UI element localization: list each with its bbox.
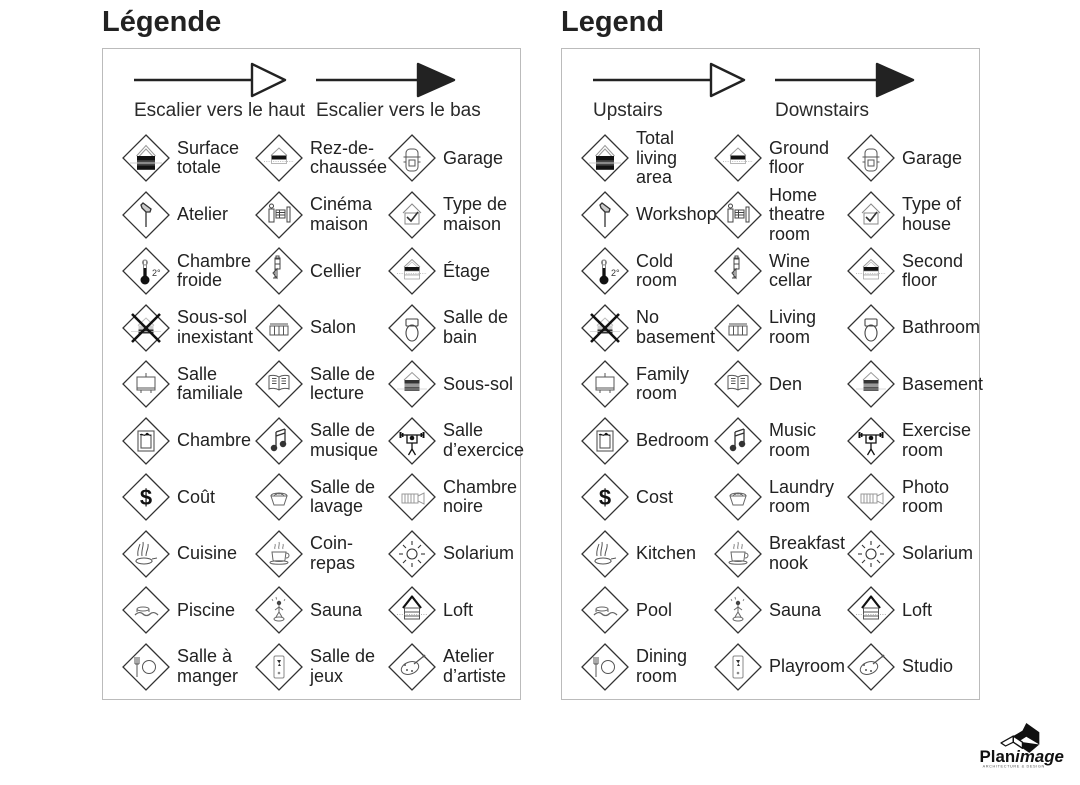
svg-text:ARCHITECTURE & DESIGN: ARCHITECTURE & DESIGN [983,764,1045,768]
svg-text:Planimage: Planimage [980,747,1064,766]
svg-text:2°: 2° [152,268,161,278]
svg-text:2°: 2° [611,268,620,278]
svg-text:$: $ [140,485,152,510]
svg-text:$: $ [599,485,611,510]
